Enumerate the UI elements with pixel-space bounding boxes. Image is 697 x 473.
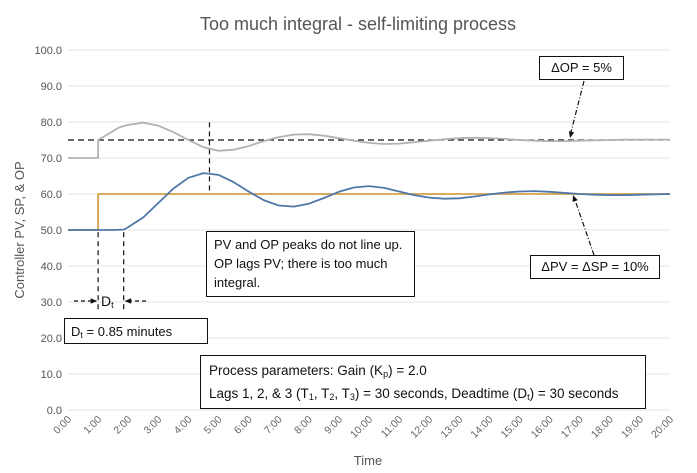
series-line-sp [68, 193, 670, 231]
y-tick-label: 80.0 [41, 117, 62, 129]
x-tick-label: 2:00 [111, 414, 134, 437]
delta-op-annotation: ΔOP = 5% [539, 56, 624, 80]
x-tick-label: 13:00 [438, 414, 465, 441]
annotation-arrows [74, 80, 595, 304]
y-tick-label: 70.0 [41, 153, 62, 165]
y-axis-ticks: 0.0 10.0 20.0 30.0 40.0 50.0 60.0 70.0 80.0 90.0 1… [34, 45, 62, 417]
delta-pv-annotation: ΔPV = ΔSP = 10% [530, 255, 660, 279]
chart-title: Too much integral - self-limiting proces… [200, 14, 516, 34]
peaks-note-line-3: integral. [214, 275, 261, 290]
x-axis-ticks: 0:00 1:00 2:00 3:00 4:00 5:00 6:00 7:00 8:00 9:00… [51, 414, 676, 441]
y-tick-label: 60.0 [41, 189, 62, 201]
deadtime-marker-label: Dt [101, 293, 114, 310]
x-tick-label: 14:00 [468, 414, 495, 441]
peaks-note-line-1: PV and OP peaks do not line up. [214, 237, 403, 252]
y-tick-label: 90.0 [41, 81, 62, 93]
x-tick-label: 8:00 [292, 414, 315, 437]
y-tick-label: 50.0 [41, 225, 62, 237]
x-tick-label: 9:00 [322, 414, 345, 437]
x-tick-label: 3:00 [141, 414, 164, 437]
delta-pv-text: ΔPV = ΔSP = 10% [541, 259, 649, 274]
y-tick-label: 10.0 [41, 369, 62, 381]
series-lines [68, 121, 671, 231]
peaks-note-annotation: PV and OP peaks do not line up. OP lags … [206, 231, 415, 297]
x-tick-label: 11:00 [379, 414, 406, 441]
y-tick-label: 20.0 [41, 333, 62, 345]
deadtime-value-annotation: Dt = 0.85 minutes [64, 318, 208, 344]
x-tick-label: 15:00 [499, 414, 526, 441]
deadtime-arrow-right-head [124, 298, 132, 304]
process-parameters-annotation: Process parameters: Gain (Kp) = 2.0 Lags… [200, 355, 646, 409]
peaks-note-line-2: OP lags PV; there is too much [214, 256, 388, 271]
reference-lines [68, 122, 670, 310]
delta-op-text: ΔOP = 5% [551, 60, 612, 75]
x-axis-label: Time [354, 453, 382, 468]
x-tick-label: 1:00 [81, 414, 104, 437]
delta-pv-arrow-line [574, 199, 595, 256]
x-tick-label: 19:00 [619, 414, 646, 441]
process-parameters-line-2: Lags 1, 2, & 3 (T1, T2, T3) = 30 seconds… [209, 386, 619, 402]
series-line-op [68, 121, 670, 159]
x-tick-label: 20:00 [649, 414, 676, 441]
x-tick-label: 18:00 [589, 414, 616, 441]
deadtime-arrow-left-head [90, 298, 98, 304]
process-parameters-line-1: Process parameters: Gain (Kp) = 2.0 [209, 363, 427, 379]
x-tick-label: 4:00 [172, 414, 195, 437]
x-tick-label: 6:00 [232, 414, 255, 437]
y-tick-label: 0.0 [47, 405, 62, 417]
delta-pv-arrow-head [572, 195, 578, 202]
delta-op-arrow-head [568, 131, 575, 138]
x-tick-label: 7:00 [262, 414, 285, 437]
y-tick-label: 30.0 [41, 297, 62, 309]
delta-op-arrow-line [569, 80, 585, 137]
series-line-pv [68, 172, 671, 231]
y-tick-label: 100.0 [34, 45, 62, 57]
x-tick-label: 17:00 [559, 414, 586, 441]
x-tick-label: 16:00 [529, 414, 556, 441]
x-tick-label: 5:00 [202, 414, 225, 437]
y-tick-label: 40.0 [41, 261, 62, 273]
y-axis-label: Controller PV, SP, & OP [12, 161, 27, 298]
x-tick-label: 10:00 [348, 414, 375, 441]
x-tick-label: 12:00 [408, 414, 435, 441]
